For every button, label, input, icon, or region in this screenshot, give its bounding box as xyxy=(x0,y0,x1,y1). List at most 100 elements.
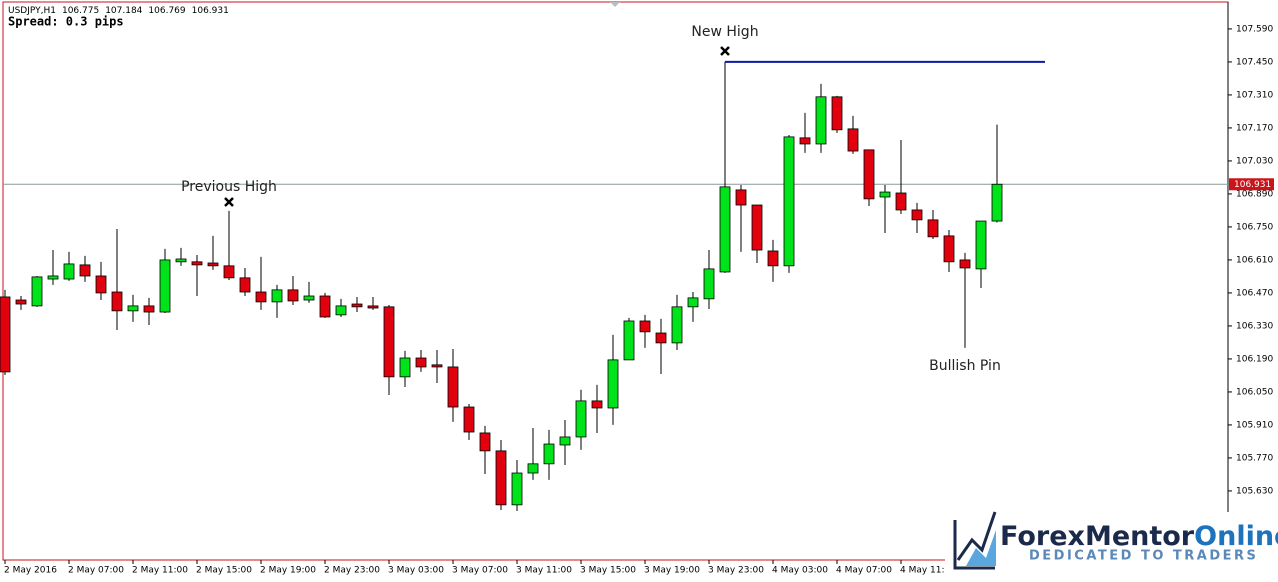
bear-body xyxy=(591,400,603,409)
x-tick-label: 4 May 11:00 xyxy=(900,566,956,576)
bull-body xyxy=(879,191,891,198)
x-tick-label: 4 May 07:00 xyxy=(836,566,892,576)
annotation: Previous High xyxy=(181,179,277,195)
bear-body xyxy=(239,277,251,293)
header-value: 106.775 xyxy=(62,6,99,16)
bear-body xyxy=(79,264,91,277)
bear-body xyxy=(751,204,763,251)
x-tick-label: 2 May 23:00 xyxy=(324,566,380,576)
y-tick-label: 107.170 xyxy=(1236,123,1273,133)
bear-body xyxy=(111,291,123,312)
bull-body xyxy=(543,443,555,465)
bear-body xyxy=(223,265,235,279)
x-tick-label: 3 May 03:00 xyxy=(388,566,444,576)
plot-frame xyxy=(2,1,1229,561)
x-tick-label: 2 May 07:00 xyxy=(68,566,124,576)
bear-body xyxy=(767,250,779,267)
bear-body xyxy=(943,235,955,263)
bull-body xyxy=(687,297,699,308)
logo-arrow xyxy=(956,511,997,561)
spread: Spread: 0.3 pips xyxy=(8,15,124,29)
y-tick-label: 106.050 xyxy=(1236,387,1273,397)
bear-body xyxy=(319,295,331,318)
logo-wave xyxy=(966,530,996,566)
logo-axes xyxy=(953,520,995,570)
bear-body xyxy=(95,275,107,294)
bull-body xyxy=(127,305,139,312)
bear-body xyxy=(863,149,875,200)
x-tick-label: 2 May 11:00 xyxy=(132,566,188,576)
annotation: Bullish Pin xyxy=(929,358,1001,374)
y-tick-label: 107.590 xyxy=(1236,24,1273,34)
bull-body xyxy=(31,276,43,307)
bear-body xyxy=(287,289,299,302)
header: USDJPY,H1 106.775 107.184 106.769 106.931 xyxy=(8,6,229,16)
bear-body xyxy=(847,128,859,152)
x-tick-label: 3 May 15:00 xyxy=(580,566,636,576)
bear-body xyxy=(191,261,203,266)
x-tick-label: 4 May 03:00 xyxy=(772,566,828,576)
cross-marker xyxy=(224,197,234,207)
x-tick-label: 2 May 19:00 xyxy=(260,566,316,576)
x-tick-label: 2 May 2016 xyxy=(4,566,57,576)
header-value: 107.184 xyxy=(105,6,142,16)
cross-marker xyxy=(720,46,730,56)
logo: ForexMentorOnline DEDICATED TO TRADERS xyxy=(945,511,1278,578)
bear-body xyxy=(495,450,507,506)
bull-body xyxy=(527,463,539,474)
y-tick-label: 106.330 xyxy=(1236,321,1273,331)
bear-body xyxy=(15,299,27,305)
bull-body xyxy=(511,472,523,506)
bear-body xyxy=(0,296,11,373)
logo-part: Online xyxy=(1194,521,1278,552)
bear-body xyxy=(447,366,459,408)
bear-body xyxy=(639,320,651,333)
price-box xyxy=(1229,178,1274,191)
bull-body xyxy=(47,275,59,280)
x-tick-label: 3 May 19:00 xyxy=(644,566,700,576)
y-tick-label: 106.470 xyxy=(1236,288,1273,298)
y-tick-label: 107.310 xyxy=(1236,90,1273,100)
bear-body xyxy=(367,305,379,309)
annotation: New High xyxy=(691,24,758,40)
bull-body xyxy=(175,258,187,263)
bull-body xyxy=(975,220,987,270)
logo-tagline: DEDICATED TO TRADERS xyxy=(1029,549,1258,564)
bear-body xyxy=(927,219,939,238)
bear-body xyxy=(831,96,843,131)
y-tick-label: 105.770 xyxy=(1236,453,1273,463)
bull-body xyxy=(575,400,587,438)
bull-body xyxy=(303,295,315,301)
y-tick-label: 106.610 xyxy=(1236,255,1273,265)
y-tick-label: 105.630 xyxy=(1236,486,1273,496)
y-tick-label: 105.910 xyxy=(1236,420,1273,430)
bull-body xyxy=(559,436,571,446)
bear-body xyxy=(463,406,475,433)
bear-body xyxy=(383,306,395,378)
y-tick-label: 106.190 xyxy=(1236,354,1273,364)
bear-body xyxy=(655,332,667,344)
logo-bg xyxy=(945,512,1278,578)
bull-body xyxy=(783,136,795,267)
y-tick-label: 106.890 xyxy=(1236,189,1273,199)
bull-body xyxy=(335,305,347,316)
bear-body xyxy=(895,192,907,211)
bear-body xyxy=(143,305,155,313)
bull-body xyxy=(271,289,283,303)
bear-body xyxy=(911,209,923,221)
header-value: 106.931 xyxy=(192,6,229,16)
bull-body xyxy=(63,263,75,280)
bull-body xyxy=(671,306,683,344)
x-tick-label: 2 May 15:00 xyxy=(196,566,252,576)
symbol: USDJPY,H1 xyxy=(8,6,56,16)
y-tick-label: 106.750 xyxy=(1236,222,1273,232)
header-value: 106.769 xyxy=(148,6,185,16)
bull-body xyxy=(399,357,411,378)
y-tick-label: 107.030 xyxy=(1236,156,1273,166)
bull-body xyxy=(703,268,715,300)
y-tick-label: 107.450 xyxy=(1236,57,1273,67)
bear-body xyxy=(959,259,971,269)
bear-body xyxy=(351,303,363,308)
shift-marker xyxy=(610,2,620,7)
